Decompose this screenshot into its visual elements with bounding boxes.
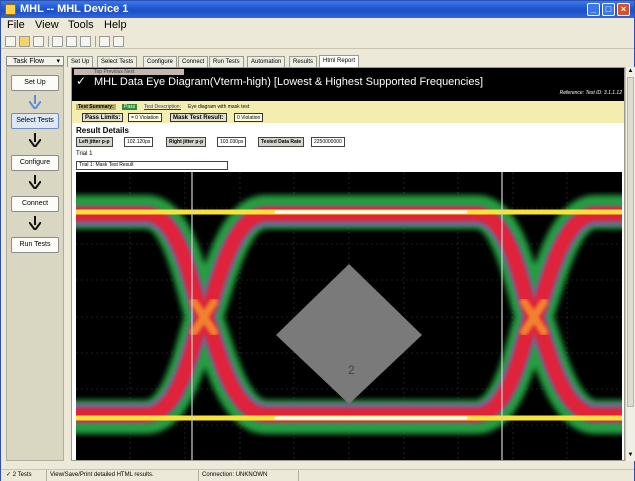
toolbar <box>1 34 634 49</box>
check-icon: ✓ <box>76 74 87 88</box>
tab-strip: Set Up Select Tests Configure Connect Ru… <box>67 55 634 67</box>
tab-results[interactable]: Results <box>289 56 318 67</box>
status-connection: Connection: UNKNOWN <box>199 470 299 481</box>
title-bar[interactable]: MHL -- MHL Device 1 _ □ × <box>1 1 634 18</box>
report-reference: Reference: Test ID: 3.1.1.12 <box>559 90 622 96</box>
menu-file[interactable]: File <box>7 19 25 31</box>
tab-run-tests[interactable]: Run Tests <box>209 56 244 67</box>
tab-connect[interactable]: Connect <box>178 56 209 67</box>
minimize-button[interactable]: _ <box>587 3 600 16</box>
scroll-thumb[interactable] <box>627 77 634 407</box>
tab-configure[interactable]: Configure <box>143 56 178 67</box>
toolbar-separator <box>95 36 96 47</box>
flow-arrow-icon <box>27 133 43 147</box>
mask-result-value: 0 Violation <box>234 113 264 122</box>
step-icon[interactable] <box>66 36 77 47</box>
tab-automation[interactable]: Automation <box>247 56 286 67</box>
status-tests: ✓ 2 Tests <box>3 470 47 481</box>
new-icon[interactable] <box>5 36 16 47</box>
menu-tools[interactable]: Tools <box>68 19 94 31</box>
pass-limits-label: Pass Limits: <box>82 113 124 122</box>
menu-view[interactable]: View <box>35 19 59 31</box>
mask-polygon <box>276 264 422 404</box>
report-nav-links[interactable]: Top Previous Next <box>74 69 184 75</box>
print-icon[interactable] <box>113 36 124 47</box>
tab-setup[interactable]: Set Up <box>67 56 94 67</box>
app-icon <box>5 4 16 15</box>
data-rate-label: Tested Data Rate <box>258 137 305 147</box>
mask-number: 2 <box>348 363 355 377</box>
test-summary-bar: Test Summary: Pass Test Description: Eye… <box>72 101 624 123</box>
chevron-down-icon: ▾ <box>56 58 60 65</box>
step-run-tests[interactable]: Run Tests <box>11 237 59 253</box>
tab-html-report[interactable]: Html Report <box>319 55 360 67</box>
open-icon[interactable] <box>19 36 30 47</box>
maximize-button[interactable]: □ <box>602 3 615 16</box>
right-jitter-value: 103.030ps <box>217 137 247 147</box>
test-description-link[interactable]: Test Description: <box>144 104 181 110</box>
save-icon[interactable] <box>33 36 44 47</box>
taskflow-pane: Set Up Select Tests Configure Connect Ru… <box>6 66 64 461</box>
menu-help[interactable]: Help <box>104 19 127 31</box>
flow-arrow-icon <box>27 95 43 109</box>
right-jitter-label: Right jitter p-p <box>166 137 207 147</box>
window-title: MHL -- MHL Device 1 <box>20 3 129 15</box>
summary-label: Test Summary: <box>76 104 116 110</box>
step-select-tests[interactable]: Select Tests <box>11 113 59 129</box>
scroll-down-icon[interactable]: ▼ <box>627 452 634 458</box>
status-badge: Pass <box>122 104 138 110</box>
check-icon: ✓ <box>6 472 12 478</box>
tab-select-tests[interactable]: Select Tests <box>97 56 138 67</box>
step-connect[interactable]: Connect <box>11 196 59 212</box>
status-hint: View/Save/Print detailed HTML results. <box>47 470 199 481</box>
left-jitter-value: 102.120ps <box>124 137 154 147</box>
close-button[interactable]: × <box>617 3 630 16</box>
menu-bar: File View Tools Help <box>1 18 634 33</box>
vertical-scrollbar[interactable]: ▲ ▼ <box>625 67 635 461</box>
taskflow-header[interactable]: Task Flow ▾ <box>6 56 64 66</box>
data-rate-value: 2250000000 <box>311 137 345 147</box>
report-icon[interactable] <box>99 36 110 47</box>
eye-diagram-plot: 2 <box>72 172 624 460</box>
flow-arrow-icon <box>27 216 43 230</box>
pass-limits-value: = 0 Violation <box>128 113 162 122</box>
trial-label: Trial 1 <box>76 151 93 157</box>
left-jitter-label: Left jitter p-p <box>76 137 113 147</box>
html-report-view[interactable]: Top Previous Next ✓ MHL Data Eye Diagram… <box>71 67 625 461</box>
run-icon[interactable] <box>52 36 63 47</box>
scroll-up-icon[interactable]: ▲ <box>627 68 634 74</box>
trial-caption: Trial 1: Mask Test Result <box>76 161 228 170</box>
result-details-heading: Result Details <box>76 126 129 135</box>
status-tests-label: 2 Tests <box>12 472 32 478</box>
mask-result-label: Mask Test Result: <box>170 113 227 122</box>
flow-arrow-icon <box>27 175 43 189</box>
report-banner: Top Previous Next ✓ MHL Data Eye Diagram… <box>72 68 624 101</box>
eye-diagram-image: 2 <box>72 172 624 460</box>
stop-icon[interactable] <box>80 36 91 47</box>
status-bar: ✓ 2 Tests View/Save/Print detailed HTML … <box>1 469 634 481</box>
step-setup[interactable]: Set Up <box>11 75 59 91</box>
toolbar-separator <box>48 36 49 47</box>
taskflow-header-label: Task Flow <box>13 58 45 65</box>
report-title: MHL Data Eye Diagram(Vterm-high) [Lowest… <box>94 76 484 88</box>
step-configure[interactable]: Configure <box>11 155 59 171</box>
test-description: Eye diagram with mask test <box>188 104 250 110</box>
